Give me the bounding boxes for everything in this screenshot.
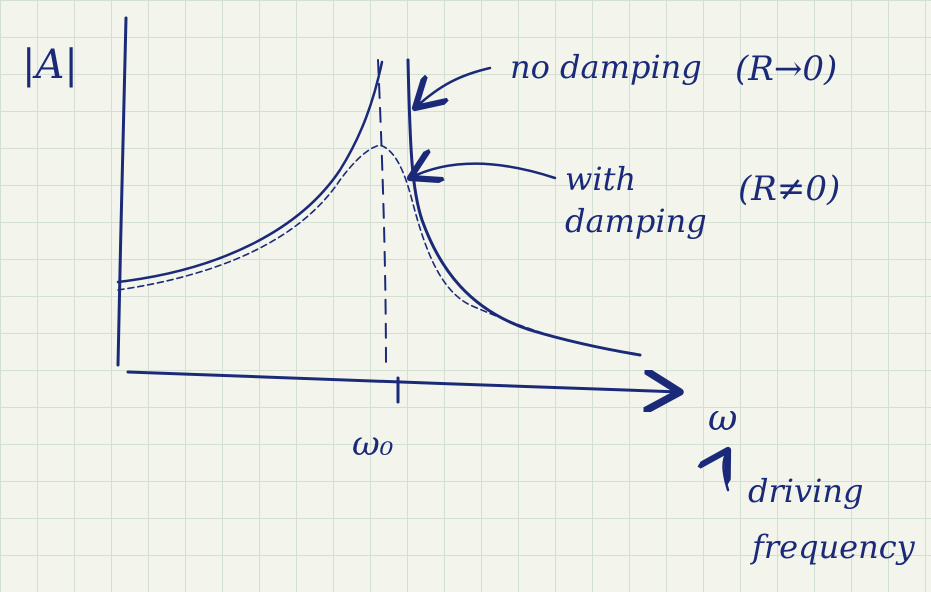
damped-label-2: damping bbox=[565, 202, 707, 240]
asymptote bbox=[378, 60, 386, 370]
damped-condition: (R≠0) bbox=[738, 169, 840, 209]
y-axis bbox=[118, 18, 126, 365]
amplitude-label: |A| bbox=[22, 42, 78, 88]
omega-label: ω bbox=[708, 398, 737, 439]
resonance-sketch: |A| no damping (R→0) with damping (R≠0) … bbox=[0, 0, 931, 592]
w0-label: ω₀ bbox=[352, 424, 394, 464]
damped-label-1: with bbox=[565, 160, 636, 198]
undamped-condition: (R→0) bbox=[735, 49, 837, 89]
driving-label: driving bbox=[748, 472, 863, 510]
damped-curve bbox=[118, 145, 560, 338]
undamped-label: no damping bbox=[510, 48, 702, 86]
frequency-label: frequency bbox=[750, 528, 916, 566]
undamped-curve-left bbox=[118, 62, 382, 282]
pointer-undamped bbox=[415, 68, 490, 108]
pointer-damped bbox=[410, 164, 555, 178]
x-axis bbox=[128, 372, 680, 392]
sketch-page: |A| no damping (R→0) with damping (R≠0) … bbox=[0, 0, 931, 592]
pointer-frequency bbox=[724, 450, 729, 490]
